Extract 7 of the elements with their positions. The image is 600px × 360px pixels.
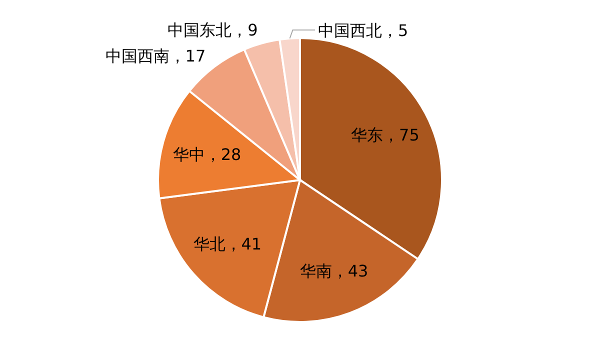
slice-label: 华东，75 — [351, 126, 420, 145]
slice-label: 中国西北，5 — [318, 21, 408, 40]
slice-label: 华北，41 — [193, 234, 262, 254]
slice-label: 华中，28 — [172, 144, 242, 164]
slice-label: 中国东北，9 — [168, 20, 258, 40]
slice-label: 中国西南，17 — [105, 46, 206, 66]
slice-label: 华南，43 — [300, 261, 368, 280]
